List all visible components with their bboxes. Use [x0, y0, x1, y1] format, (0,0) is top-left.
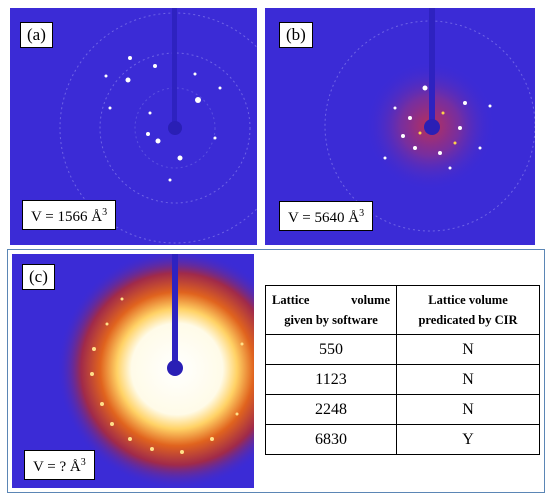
header-cir-volume: Lattice volume predicated by CIR: [396, 285, 540, 335]
panel-c-label: (c): [22, 264, 55, 290]
table-header-row: Lattice volume given by software Lattice…: [265, 285, 540, 335]
diffraction-pattern-c: [57, 254, 254, 488]
panel-c-volume: V = ? Å3: [24, 450, 95, 480]
cell-volume: 6830: [265, 424, 397, 455]
panel-c-volume-text: V = ? Å: [33, 459, 81, 475]
cell-predicted: N: [396, 334, 540, 365]
header-software-word1: Lattice: [272, 293, 310, 307]
panel-a-label: (a): [20, 22, 53, 48]
panel-a-volume: V = 1566 Å3: [22, 200, 117, 230]
cell-volume: 550: [265, 334, 397, 365]
cell-predicted: N: [396, 364, 540, 395]
table-row: 2248 N: [265, 394, 540, 425]
panel-b-volume-exp: 3: [359, 208, 365, 219]
table-row: 550 N: [265, 334, 540, 365]
diffraction-panel-a: (a) V = 1566 Å3: [10, 8, 257, 245]
panel-b-label: (b): [279, 22, 313, 48]
cell-predicted: N: [396, 394, 540, 425]
panel-c-volume-exp: 3: [80, 457, 86, 468]
cell-predicted: Y: [396, 424, 540, 455]
lattice-volume-table: Lattice volume given by software Lattice…: [265, 285, 540, 455]
header-cir-line1: Lattice volume: [428, 293, 508, 307]
diffraction-panel-c: (c) V = ? Å3: [12, 254, 254, 488]
table-row: 1123 N: [265, 364, 540, 395]
header-software-line2: given by software: [284, 313, 378, 327]
cell-volume: 1123: [265, 364, 397, 395]
cell-volume: 2248: [265, 394, 397, 425]
figure-c-frame: [7, 249, 545, 493]
panel-a-volume-exp: 3: [102, 207, 108, 218]
diffraction-pattern-a: [59, 8, 257, 244]
header-cir-line2: predicated by CIR: [418, 313, 518, 327]
panel-b-volume-text: V = 5640 Å: [288, 210, 360, 226]
header-software-volume: Lattice volume given by software: [265, 285, 397, 335]
panel-b-volume: V = 5640 Å3: [279, 201, 374, 231]
diffraction-pattern-b: [324, 8, 535, 232]
diffraction-panel-b: (b) V = 5640 Å3: [265, 8, 535, 245]
table-row: 6830 Y: [265, 424, 540, 455]
header-software-word2: volume: [351, 293, 390, 307]
panel-a-volume-text: V = 1566 Å: [31, 209, 103, 225]
